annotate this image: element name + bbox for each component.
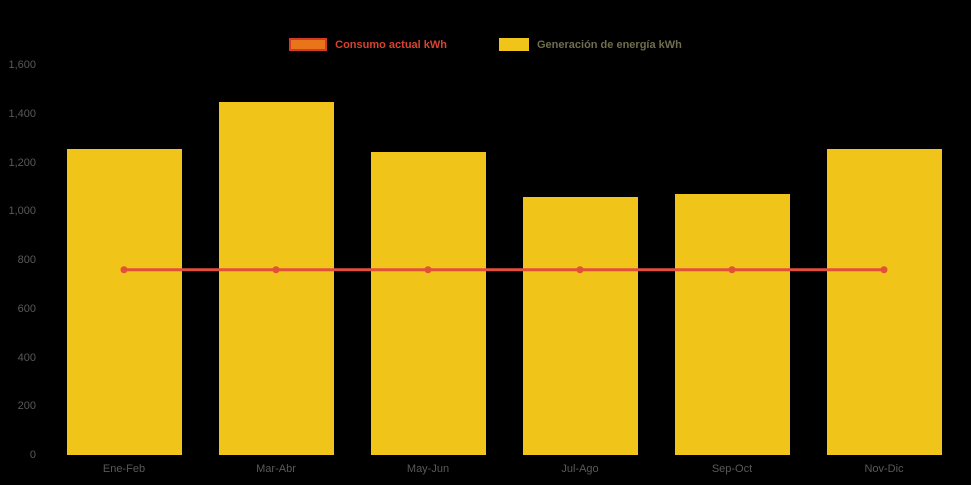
x-tick-label: Sep-Oct — [711, 463, 753, 475]
legend-label-generacion-energia: Generación de energía kWh — [536, 38, 682, 51]
y-tick-label: 600 — [17, 302, 36, 315]
y-tick-label: 800 — [17, 254, 36, 266]
generation-bar — [674, 194, 790, 455]
line-series-swatch-icon — [289, 38, 328, 51]
x-tick-label: Ene-Feb — [102, 463, 146, 475]
x-tick-label: Nov-Dic — [864, 463, 904, 475]
chart-legend: Consumo actual kWh Generación de energía… — [0, 38, 971, 51]
legend-item-consumo-actual[interactable]: Consumo actual kWh — [289, 38, 447, 51]
y-tick-label: 1,000 — [8, 205, 36, 218]
generation-bar — [826, 149, 942, 455]
legend-label-consumo-actual: Consumo actual kWh — [335, 38, 447, 51]
x-tick-label: Mar-Abr — [256, 463, 296, 475]
generation-bar — [370, 151, 486, 455]
y-axis-labels: 0 200 400 600 800 1,000 1,200 1,400 1,600 — [0, 0, 36, 485]
generation-bar — [66, 149, 182, 455]
y-tick-label: 0 — [29, 449, 36, 461]
x-tick-label: Jul-Ago — [561, 463, 599, 475]
y-tick-label: 200 — [17, 400, 36, 413]
generation-bar — [522, 196, 638, 455]
y-tick-label: 1,600 — [8, 59, 36, 71]
x-tick-label: May-Jun — [406, 463, 450, 475]
y-tick-label: 1,200 — [8, 156, 36, 169]
generation-bar — [218, 101, 334, 455]
x-axis-labels: Ene-Feb Mar-Abr May-Jun Jul-Ago Sep-Oct Nov-D… — [0, 463, 971, 483]
bar-series-swatch-icon — [498, 38, 529, 51]
legend-item-generacion-energia[interactable]: Generación de energía kWh — [498, 38, 682, 51]
y-tick-label: 1,400 — [8, 107, 36, 120]
y-tick-label: 400 — [17, 351, 36, 364]
